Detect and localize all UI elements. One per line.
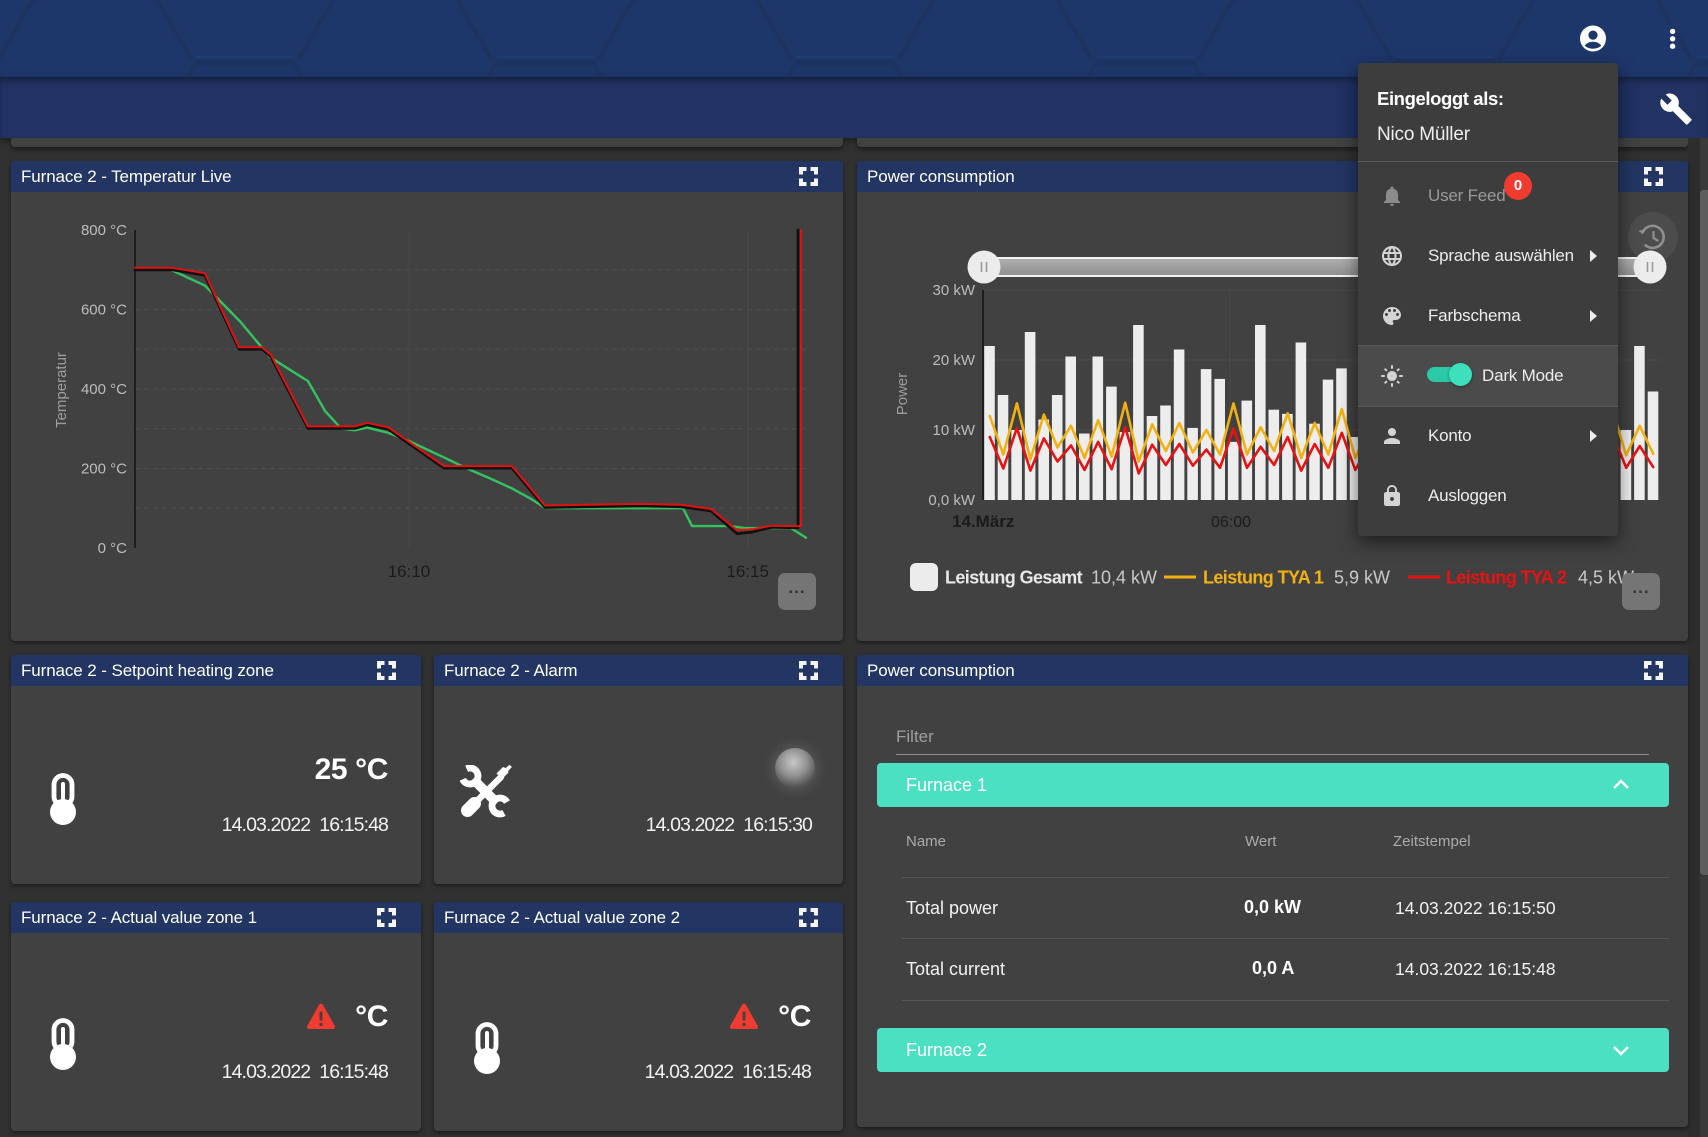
svg-text:16:10: 16:10 <box>388 562 431 581</box>
svg-text:200 °C: 200 °C <box>81 461 127 478</box>
svg-text:16:15: 16:15 <box>726 562 769 581</box>
svg-text:600 °C: 600 °C <box>81 302 127 319</box>
svg-text:30 kW: 30 kW <box>932 282 975 299</box>
svg-text:Leistung TYA 2: Leistung TYA 2 <box>1446 568 1567 588</box>
svg-text:14.März: 14.März <box>952 512 1014 531</box>
svg-text:Power: Power <box>894 373 911 416</box>
svg-text:10 kW: 10 kW <box>932 422 975 439</box>
svg-text:Leistung Gesamt: Leistung Gesamt <box>945 568 1083 588</box>
svg-text:0 °C: 0 °C <box>98 540 128 557</box>
svg-text:800 °C: 800 °C <box>81 222 127 239</box>
svg-text:400 °C: 400 °C <box>81 381 127 398</box>
svg-text:06:00: 06:00 <box>1211 514 1251 531</box>
svg-text:20 kW: 20 kW <box>932 352 975 369</box>
svg-text:5,9 kW: 5,9 kW <box>1334 568 1390 588</box>
svg-text:Leistung TYA 1: Leistung TYA 1 <box>1203 568 1324 588</box>
svg-text:4,5 kW: 4,5 kW <box>1578 568 1634 588</box>
svg-text:Temperatur: Temperatur <box>53 352 70 428</box>
svg-text:0,0 kW: 0,0 kW <box>928 492 976 509</box>
svg-text:10,4 kW: 10,4 kW <box>1091 568 1157 588</box>
